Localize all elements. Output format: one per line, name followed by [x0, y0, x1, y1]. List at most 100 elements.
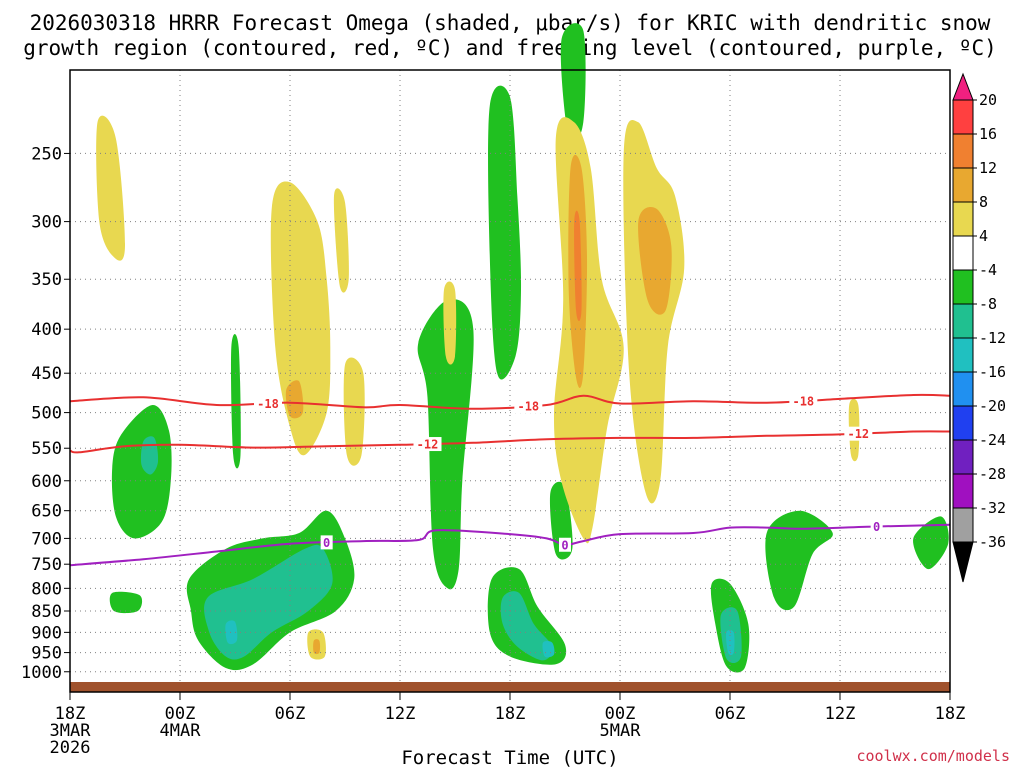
y-tick-label-1: 300: [31, 213, 62, 233]
colorbar-label-12: -32: [979, 499, 1006, 517]
contour-label--12-0: -12: [417, 438, 439, 452]
omega-area-pos-7: [574, 210, 582, 322]
omega-area-neg-8: [488, 85, 522, 380]
contour-label-bg-1-0: [413, 437, 442, 452]
x-tick-label-3: 12Z: [385, 704, 416, 724]
x-tick-label-5: 00Z 5MAR: [600, 704, 642, 741]
y-tick-label-11: 800: [31, 579, 62, 599]
colorbar-label-9: -20: [979, 397, 1006, 415]
colorbar-label-3: 8: [979, 193, 988, 211]
omega-area-neg-6: [230, 333, 241, 469]
y-tick-label-3: 400: [31, 320, 62, 340]
y-tick-label-15: 1000: [21, 663, 62, 683]
colorbar-swatch-1: [952, 133, 974, 169]
omega-area-neg-4: [225, 620, 238, 645]
colorbar-swatch-7: [952, 337, 974, 373]
colorbar-label-4: 4: [979, 227, 988, 245]
colorbar-label-6: -8: [979, 295, 997, 313]
x-axis-title: Forecast Time (UTC): [401, 747, 618, 768]
omega-area-neg-10: [500, 591, 553, 661]
omega-area-neg-16: [726, 629, 735, 656]
colorbar-swatch-8: [952, 371, 974, 407]
omega-area-neg-5: [109, 591, 143, 614]
y-tick-label-5: 500: [31, 404, 62, 424]
colorbar-swatch-2: [952, 167, 974, 203]
contour-label-0-2: 0: [873, 520, 880, 534]
colorbar-swatch-4: [952, 235, 974, 271]
y-tick-label-7: 600: [31, 472, 62, 492]
y-tick-label-2: 350: [31, 270, 62, 290]
contour-label-bg-2-1: [559, 537, 571, 552]
colorbar-label-8: -16: [979, 363, 1006, 381]
omega-area-pos-0: [96, 115, 126, 261]
contour-label-bg-0-1: [514, 398, 543, 413]
x-tick-label-6: 06Z: [715, 704, 746, 724]
contour-label-bg-2-2: [870, 519, 883, 534]
colorbar-label-13: -36: [979, 533, 1006, 551]
omega-area-pos-8: [623, 119, 685, 504]
omega-area-neg-13: [560, 23, 586, 145]
y-tick-label-8: 650: [31, 502, 62, 522]
y-tick-label-9: 700: [31, 529, 62, 549]
ground-surface: [70, 682, 950, 692]
y-tick-label-12: 850: [31, 602, 62, 622]
y-tick-label-13: 900: [31, 623, 62, 643]
x-tick-label-1: 00Z 4MAR: [160, 704, 202, 741]
colorbar-swatch-5: [952, 269, 974, 305]
omega-area-pos-9: [638, 207, 672, 315]
colorbar-label-5: -4: [979, 261, 997, 279]
contour-label-0-1: 0: [561, 538, 568, 552]
omega-area-pos-1: [270, 181, 331, 456]
omega-area-neg-11: [542, 640, 555, 658]
colorbar-label-7: -12: [979, 329, 1006, 347]
y-axis: 2503003504004505005506006507007508008509…: [21, 144, 70, 683]
x-axis: 18Z 3MAR 2026 00Z 4MAR 06Z 12Z 18Z 00Z 5MAR 06Z 12Z…: [50, 692, 966, 758]
colorbar-swatch-6: [952, 303, 974, 339]
omega-area-neg-17: [765, 510, 833, 611]
omega-area-pos-3: [333, 188, 349, 293]
colorbar-label-2: 12: [979, 159, 997, 177]
colorbar: 20 16 12 8 4 -4 -8 -12 -16 -20 -24 -28 -32 -36: [952, 72, 1006, 583]
x-tick-label-8: 18Z: [935, 704, 966, 724]
y-tick-label-6: 550: [31, 439, 62, 459]
x-tick-label-7: 12Z: [825, 704, 856, 724]
x-tick-label-4: 18Z: [495, 704, 526, 724]
colorbar-swatch-9: [952, 405, 974, 441]
y-tick-label-0: 250: [31, 144, 62, 164]
omega-area-neg-18: [913, 516, 949, 570]
colorbar-swatch-10: [952, 439, 974, 475]
credit-text: coolwx.com/models: [856, 747, 1010, 765]
temperature-contours: -18 -18 -18 -12 -12 0 0 0: [69, 393, 951, 567]
colorbar-bottom-arrow: [952, 541, 974, 583]
colorbar-top-arrow: [952, 72, 974, 101]
contour-label--18-2: -18: [792, 394, 814, 408]
colorbar-swatch-12: [952, 507, 974, 543]
omega-area-pos-12: [313, 639, 321, 655]
plot-area: -18 -18 -18 -12 -12 0 0 0: [69, 23, 951, 693]
omega-area-neg-1: [140, 436, 159, 475]
y-tick-label-14: 950: [31, 644, 62, 664]
contour-label--18-0: -18: [257, 397, 279, 411]
colorbar-label-11: -28: [979, 465, 1006, 483]
contour-label--18-1: -18: [517, 399, 539, 413]
contour-label-0-0: 0: [323, 536, 330, 550]
colorbar-label-10: -24: [979, 431, 1006, 449]
omega-area-pos-4: [343, 357, 365, 466]
contour-label-bg-1-1: [844, 426, 873, 441]
colorbar-label-0: 20: [979, 91, 997, 109]
contour-label-bg-0-2: [789, 393, 818, 408]
y-tick-label-10: 750: [31, 555, 62, 575]
x-tick-label-2: 06Z: [275, 704, 306, 724]
chart-title-line-2: growth region (contoured, red, ºC) and f…: [23, 36, 997, 60]
contour-line--12: [69, 430, 951, 454]
omega-area-pos-13: [443, 281, 457, 365]
contour-label--12-1: -12: [847, 427, 869, 441]
colorbar-swatch-3: [952, 201, 974, 237]
x-tick-label-0: 18Z 3MAR 2026: [50, 704, 92, 758]
omega-area-neg-0: [111, 404, 172, 539]
colorbar-swatch-11: [952, 473, 974, 509]
contour-label-bg-2-0: [320, 535, 333, 550]
colorbar-swatch-0: [952, 99, 974, 135]
contour-label-bg-0-0: [254, 396, 282, 411]
